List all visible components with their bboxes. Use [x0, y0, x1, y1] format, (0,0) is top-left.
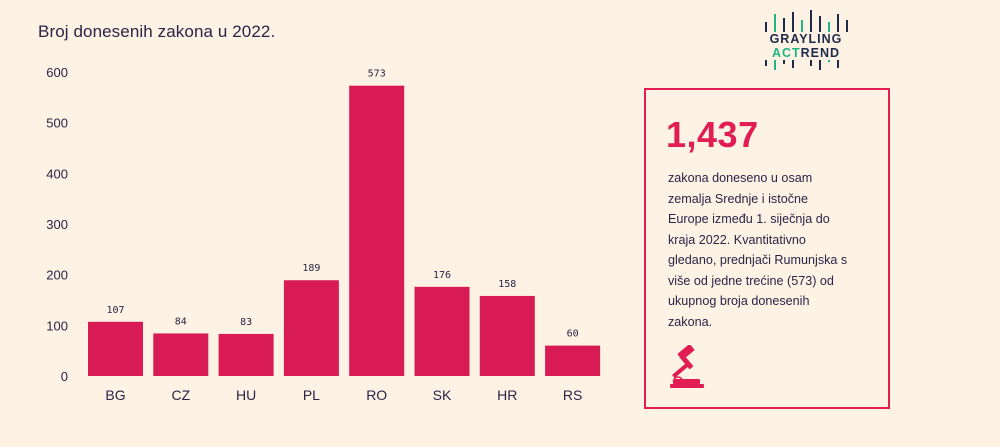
y-tick-label: 400: [46, 166, 68, 181]
bar-hu: [218, 333, 274, 376]
bar-pl: [283, 280, 339, 376]
bar-cz: [153, 333, 209, 376]
y-tick-label: 0: [61, 369, 68, 384]
logo-line-1: GRAYLING: [758, 32, 854, 46]
bar-hr: [479, 295, 535, 376]
total-laws-number: 1,437: [666, 114, 759, 155]
y-tick-label: 500: [46, 116, 68, 131]
x-tick-label: RO: [366, 387, 387, 403]
logo-rest-text: REND: [800, 46, 841, 60]
summary-line: gledano, prednjači Rumunjska s: [668, 253, 848, 267]
logo-line-2: ACTREND: [758, 46, 854, 60]
data-label: 60: [567, 329, 579, 340]
x-tick-label: BG: [105, 387, 125, 403]
data-label: 189: [302, 263, 320, 274]
x-tick-label: PL: [303, 387, 320, 403]
data-label: 573: [368, 69, 386, 80]
summary-line: zemalja Srednje i istočne: [668, 191, 809, 206]
bar-bg: [88, 321, 143, 376]
bar-rs: [545, 345, 601, 376]
y-tick-label: 600: [46, 65, 68, 80]
data-labels: 107 84 83 189 573 176 158 60: [106, 69, 578, 340]
bar-ro: [349, 85, 405, 377]
gavel-icon: [670, 345, 704, 388]
summary-line: zakona.: [668, 314, 713, 329]
data-label: 158: [498, 279, 516, 290]
summary-line: Europe između 1. siječnja do: [668, 212, 830, 226]
grayling-actrend-logo: GRAYLING ACTREND: [758, 8, 854, 72]
bar-sk: [414, 286, 470, 376]
bars: [88, 85, 601, 377]
y-tick-label: 300: [46, 217, 68, 232]
x-tick-label: CZ: [171, 387, 190, 403]
data-label: 176: [433, 270, 451, 281]
x-axis-labels: BG CZ HU PL RO SK HR RS: [105, 387, 582, 403]
logo-accent-text: ACT: [771, 46, 801, 60]
summary-text: zakona doneseno u osam zemalja Srednje i…: [668, 168, 878, 332]
summary-line: zakona doneseno u osam: [668, 171, 813, 185]
data-label: 83: [240, 317, 252, 328]
data-label: 107: [106, 305, 124, 316]
y-tick-label: 100: [46, 318, 68, 333]
x-tick-label: SK: [433, 387, 452, 403]
x-tick-label: RS: [563, 387, 582, 403]
bar-chart: 0 100 200 300 400 500 600 107 84 83 189 573 176 158 6…: [46, 65, 601, 403]
x-tick-label: HU: [236, 387, 256, 403]
y-axis-ticks: 0 100 200 300 400 500 600: [46, 65, 68, 384]
summary-line: kraja 2022. Kvantitativno: [668, 232, 806, 247]
summary-infobox: 1,437 zakona doneseno u osam zemalja Sre…: [644, 88, 890, 409]
chart-title: Broj donesenih zakona u 2022.: [38, 22, 276, 41]
y-tick-label: 200: [46, 268, 68, 283]
summary-line: ukupnog broja donesenih: [668, 294, 810, 308]
data-label: 84: [175, 316, 187, 327]
x-tick-label: HR: [497, 387, 517, 403]
summary-line: više od jedne trećine (573) od: [668, 273, 834, 288]
